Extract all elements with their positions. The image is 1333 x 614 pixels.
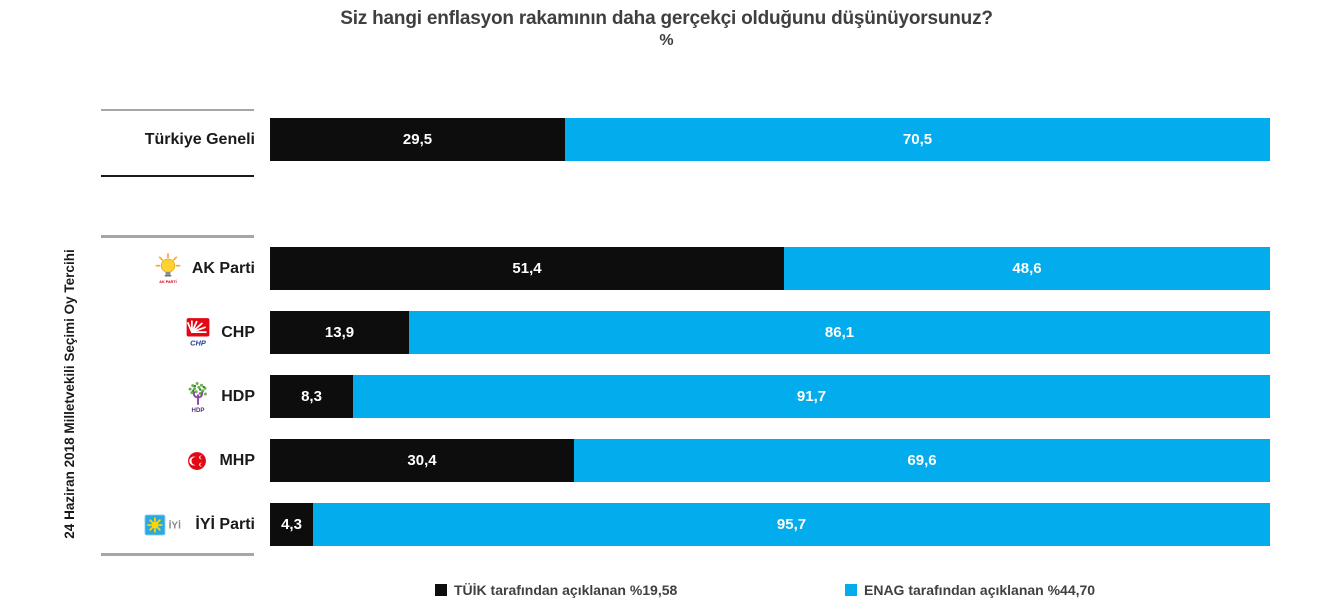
- enag-bar-segment: 91,7: [353, 375, 1270, 418]
- iyi-logo-icon: İYİ: [144, 514, 186, 536]
- tuik-bar-segment: 29,5: [270, 118, 565, 161]
- axis-separator-bottom: [101, 553, 254, 556]
- enag-value-label: 86,1: [824, 324, 855, 341]
- enag-bar-segment: 70,5: [565, 118, 1270, 161]
- bar-row-ak-parti: AK PARTİ AK Parti 51,4 48,6: [0, 247, 1333, 290]
- chart-subtitle: %: [659, 32, 674, 49]
- tuik-value-label: 29,5: [402, 131, 433, 148]
- axis-separator-top: [101, 109, 254, 111]
- enag-value-label: 70,5: [902, 131, 933, 148]
- category-label-ak-parti: AK PARTİ AK Parti: [0, 247, 255, 290]
- chart-title: Siz hangi enflasyon rakamının daha gerçe…: [340, 8, 993, 29]
- bar-track: 29,5 70,5: [270, 118, 1270, 161]
- bar-track: 8,3 91,7: [270, 375, 1270, 418]
- tuik-bar-segment: 13,9: [270, 311, 409, 354]
- bar-row-chp: CHP CHP 13,9 86,1: [0, 311, 1333, 354]
- category-label-text: MHP: [219, 451, 255, 469]
- tuik-value-label: 8,3: [301, 388, 322, 405]
- tuik-bar-segment: 51,4: [270, 247, 784, 290]
- mhp-logo-icon: [184, 448, 210, 474]
- category-label-hdp: HDP HDP: [0, 375, 255, 418]
- enag-legend-swatch-icon: [845, 584, 857, 596]
- enag-bar-segment: 86,1: [409, 311, 1270, 354]
- bar-track: 51,4 48,6: [270, 247, 1270, 290]
- axis-separator-above-parties: [101, 235, 254, 238]
- enag-bar-segment: 69,6: [574, 439, 1270, 482]
- category-label-text: AK Parti: [191, 259, 255, 277]
- category-label-mhp: MHP: [0, 439, 255, 482]
- chp-logo-icon: CHP: [184, 317, 212, 349]
- akparti-logo-icon: AK PARTİ: [153, 252, 183, 286]
- axis-separator-under-turkiye-geneli: [101, 175, 254, 177]
- bar-track: 4,3 95,7: [270, 503, 1270, 546]
- enag-value-label: 91,7: [796, 388, 827, 405]
- category-label-iyi-parti: İYİ İYİ Parti: [0, 503, 255, 546]
- legend: TÜİK tarafından açıklanan %19,58 ENAG ta…: [0, 582, 1333, 604]
- tuik-bar-segment: 8,3: [270, 375, 353, 418]
- tuik-legend-swatch-icon: [435, 584, 447, 596]
- category-label-text: Türkiye Geneli: [144, 130, 255, 148]
- tuik-value-label: 4,3: [281, 516, 302, 533]
- enag-bar-segment: 48,6: [784, 247, 1270, 290]
- bar-track: 30,4 69,6: [270, 439, 1270, 482]
- enag-bar-segment: 95,7: [313, 503, 1270, 546]
- bar-row-mhp: MHP 30,4 69,6: [0, 439, 1333, 482]
- tuik-value-label: 13,9: [324, 324, 355, 341]
- tuik-value-label: 30,4: [407, 452, 437, 469]
- svg-text:HDP: HDP: [192, 406, 205, 413]
- category-label-text: HDP: [221, 387, 255, 405]
- bar-row-iyi-parti: İYİ İYİ Parti 4,3 95,7: [0, 503, 1333, 546]
- enag-value-label: 95,7: [776, 516, 807, 533]
- category-label-text: CHP: [221, 323, 255, 341]
- tuik-bar-segment: 4,3: [270, 503, 313, 546]
- hdp-logo-icon: HDP: [184, 380, 212, 414]
- bar-row-turkiye-geneli: Türkiye Geneli 29,5 70,5: [0, 118, 1333, 161]
- legend-item-tuik: TÜİK tarafından açıklanan %19,58: [435, 582, 677, 598]
- enag-value-label: 48,6: [1012, 260, 1042, 277]
- category-label-chp: CHP CHP: [0, 311, 255, 354]
- svg-text:İYİ: İYİ: [169, 518, 181, 531]
- bar-row-hdp: HDP HDP 8,3 91,7: [0, 375, 1333, 418]
- svg-text:AK PARTİ: AK PARTİ: [159, 279, 176, 284]
- bar-track: 13,9 86,1: [270, 311, 1270, 354]
- category-label-turkiye-geneli: Türkiye Geneli: [0, 118, 255, 161]
- legend-label-enag: ENAG tarafından açıklanan %44,70: [864, 582, 1096, 598]
- legend-item-enag: ENAG tarafından açıklanan %44,70: [845, 582, 1095, 598]
- category-label-text: İYİ Parti: [195, 515, 255, 533]
- tuik-value-label: 51,4: [512, 260, 542, 277]
- legend-label-tuik: TÜİK tarafından açıklanan %19,58: [454, 582, 678, 598]
- tuik-bar-segment: 30,4: [270, 439, 574, 482]
- enag-value-label: 69,6: [907, 452, 937, 469]
- svg-text:CHP: CHP: [190, 338, 206, 347]
